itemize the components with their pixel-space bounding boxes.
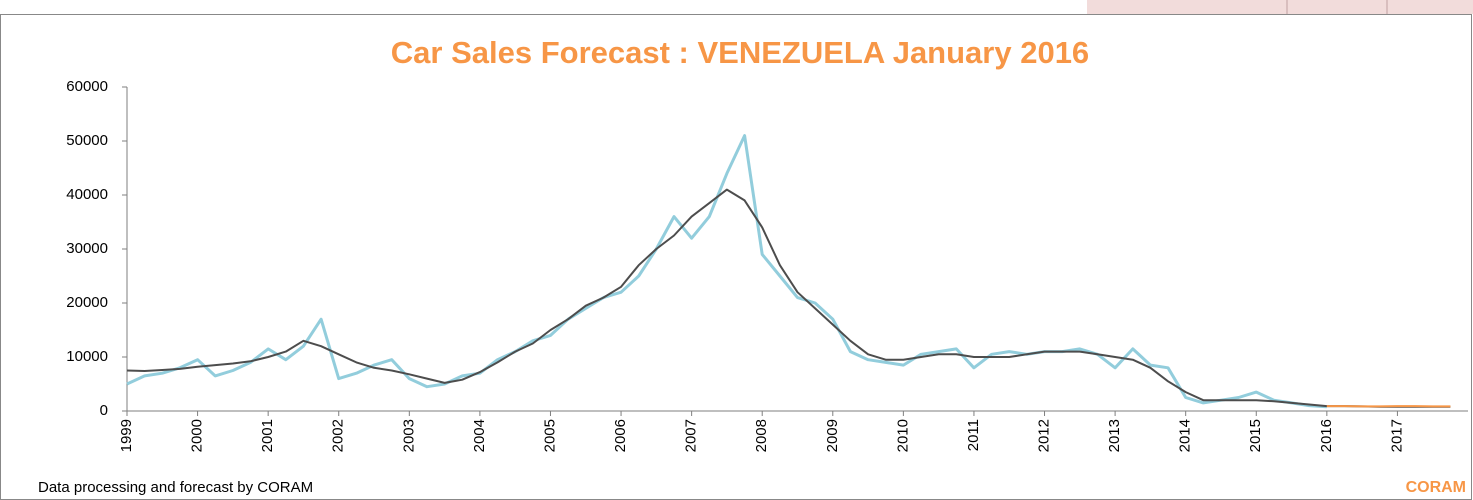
y-tick-label: 10000 — [66, 348, 108, 365]
x-tick-label: 1999 — [118, 419, 135, 452]
footer: Data processing and forecast by CORAM — [38, 479, 313, 496]
y-tick-label: 20000 — [66, 294, 108, 311]
x-tick-label: 2013 — [1106, 419, 1123, 452]
series-line — [126, 188, 1451, 408]
x-tick-label: 2008 — [753, 419, 770, 452]
x-tick-label: 2006 — [612, 419, 629, 452]
series-line — [126, 134, 1327, 409]
x-tick-label: 2001 — [259, 419, 276, 452]
y-tick-label: 30000 — [66, 240, 108, 257]
x-tick-label: 2012 — [1035, 419, 1052, 452]
y-tick-label: 60000 — [66, 78, 108, 95]
x-tick-label: 2015 — [1247, 419, 1264, 452]
x-tick-label: 2011 — [965, 419, 982, 451]
x-tick-label: 2009 — [824, 419, 841, 452]
x-tick-label: 2016 — [1318, 419, 1335, 452]
x-tick-label: 2010 — [894, 419, 911, 452]
logo: CORAM — [1406, 479, 1466, 496]
chart-title: Car Sales Forecast : VENEZUELA January 2… — [391, 35, 1089, 70]
y-tick-label: 40000 — [66, 186, 108, 203]
x-tick-label: 2017 — [1388, 419, 1405, 452]
x-tick-label: 2005 — [541, 419, 558, 452]
x-tick-label: 2007 — [683, 419, 700, 452]
x-tick-label: 2014 — [1177, 419, 1194, 452]
header-cells — [1087, 0, 1473, 14]
y-tick-label: 0 — [100, 402, 108, 419]
x-tick-label: 2003 — [400, 419, 417, 452]
x-tick-label: 2000 — [189, 419, 206, 452]
x-tick-label: 2002 — [330, 419, 347, 452]
x-tick-label: 2004 — [471, 419, 488, 452]
y-tick-label: 50000 — [66, 132, 108, 149]
